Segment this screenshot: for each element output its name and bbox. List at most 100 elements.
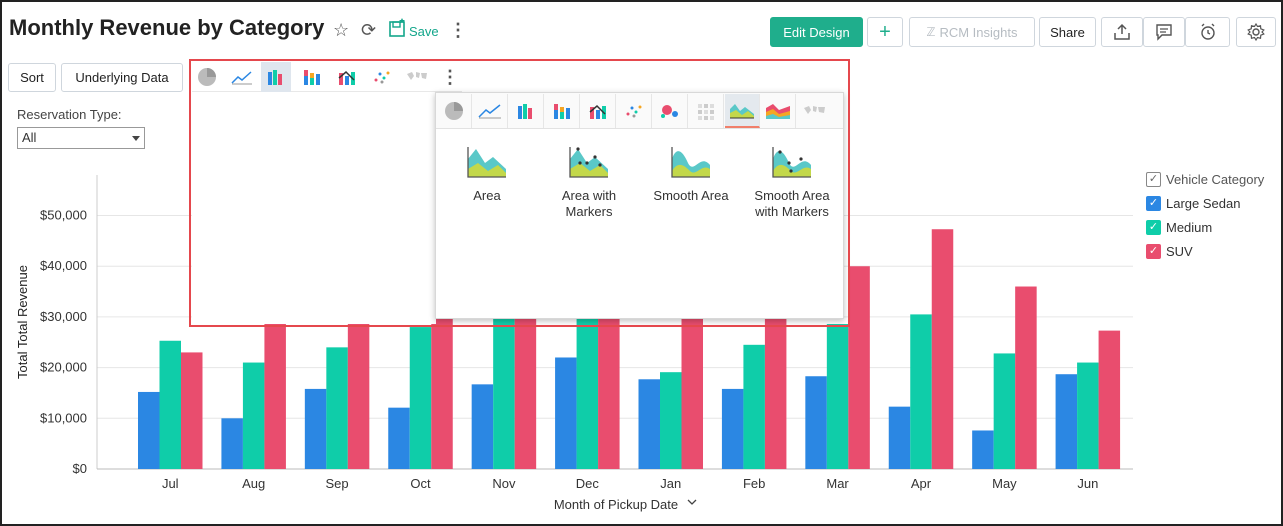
combination-chart-icon[interactable] [332, 62, 362, 92]
map-chart-icon[interactable] [797, 94, 832, 128]
pivot-chart-icon[interactable] [689, 94, 724, 128]
x-tick-label: Oct [410, 476, 431, 491]
x-tick-label: Jun [1077, 476, 1098, 491]
bar-suv [431, 286, 453, 469]
more-vertical-icon[interactable]: ⋮ [449, 20, 467, 40]
bar-suv [347, 316, 370, 469]
stacked-area-chart-icon[interactable] [761, 94, 796, 128]
bar-chart-icon[interactable] [261, 62, 291, 92]
bar-medium [242, 362, 265, 469]
share-button[interactable]: Share [1039, 17, 1096, 47]
star-icon[interactable]: ☆ [333, 20, 350, 40]
save-icon[interactable] [389, 18, 407, 43]
smooth-area-chart-icon [671, 147, 710, 178]
y-tick-label: $0 [73, 461, 87, 476]
dropdown-arrow-icon [132, 136, 140, 141]
bar-suv [1015, 286, 1037, 469]
bar-suv [931, 229, 954, 469]
alarm-button[interactable] [1185, 17, 1230, 47]
variant-smooth-area[interactable]: Smooth Area [641, 145, 741, 204]
x-tick-label: May [992, 476, 1017, 491]
settings-button[interactable] [1236, 17, 1276, 47]
rcm-insights-label: RCM Insights [939, 24, 1018, 40]
y-axis-title: Total Total Revenue [15, 265, 30, 379]
bar-suv [514, 299, 537, 469]
map-chart-icon[interactable] [402, 62, 432, 92]
bar-large-sedan [138, 391, 160, 469]
reservation-type-select[interactable]: All [17, 127, 145, 149]
legend-title[interactable]: ✓ Vehicle Category [1146, 172, 1264, 187]
bubble-chart-icon[interactable] [653, 94, 688, 128]
x-tick-label: Dec [576, 476, 600, 491]
rcm-insights-button[interactable]: ℤ RCM Insights [909, 17, 1035, 47]
bar-medium [743, 344, 765, 469]
area-markers-chart-icon [569, 147, 608, 178]
legend-item-medium[interactable]: ✓ Medium [1146, 220, 1212, 235]
combination-chart-icon[interactable] [581, 94, 616, 128]
add-button[interactable]: + [867, 17, 903, 47]
x-tick-label: Feb [743, 476, 765, 491]
checkbox-icon: ✓ [1146, 172, 1161, 187]
checkbox-checked-icon: ✓ [1146, 244, 1161, 259]
x-tick-label: Mar [826, 476, 849, 491]
line-chart-icon[interactable] [227, 62, 257, 92]
bar-medium [159, 340, 181, 469]
x-tick-label: Jul [162, 476, 179, 491]
y-tick-label: $20,000 [40, 360, 87, 375]
bar-large-sedan [805, 376, 827, 469]
y-tick-label: $30,000 [40, 309, 87, 324]
bar-large-sedan [388, 407, 410, 469]
comment-icon [1156, 24, 1172, 41]
bar-medium [493, 311, 515, 469]
bar-medium [993, 353, 1016, 469]
bar-suv [764, 311, 787, 469]
underlying-data-button[interactable]: Underlying Data [61, 63, 183, 92]
variant-area[interactable]: Area [437, 145, 537, 204]
save-button[interactable]: Save [409, 24, 439, 39]
variant-label: Smooth Area [653, 188, 729, 203]
legend-item-large-sedan[interactable]: ✓ Large Sedan [1146, 196, 1240, 211]
x-tick-label: Jan [660, 476, 681, 491]
checkbox-checked-icon: ✓ [1146, 220, 1161, 235]
pie-chart-icon[interactable] [437, 94, 472, 128]
bar-large-sedan [888, 406, 911, 469]
comment-button[interactable] [1143, 17, 1185, 47]
bar-large-sedan [555, 357, 577, 469]
x-tick-label: Aug [242, 476, 265, 491]
variant-area-with-markers[interactable]: Area with Markers [539, 145, 639, 220]
pie-chart-icon[interactable] [192, 62, 222, 92]
gear-icon [1247, 22, 1265, 42]
checkbox-checked-icon: ✓ [1146, 196, 1161, 211]
scatter-chart-icon[interactable] [617, 94, 652, 128]
x-tick-label: Apr [911, 476, 932, 491]
bar-medium [576, 314, 599, 469]
export-button[interactable] [1101, 17, 1143, 47]
legend-item-suv[interactable]: ✓ SUV [1146, 244, 1193, 259]
y-tick-label: $50,000 [40, 208, 87, 223]
reservation-type-label: Reservation Type: [17, 107, 122, 122]
chart-type-panel [192, 62, 436, 324]
bar-large-sedan [304, 388, 327, 469]
bar-large-sedan [1055, 374, 1078, 469]
line-chart-icon[interactable] [473, 94, 508, 128]
chevron-down-icon [687, 499, 697, 505]
sort-button[interactable]: Sort [8, 63, 56, 92]
stacked-bar-chart-icon[interactable] [545, 94, 580, 128]
x-tick-label: Sep [326, 476, 349, 491]
reservation-type-value: All [22, 130, 37, 145]
smooth-area-markers-chart-icon [772, 147, 811, 178]
edit-design-button[interactable]: Edit Design [770, 17, 863, 47]
scatter-chart-icon[interactable] [367, 62, 397, 92]
bar-large-sedan [638, 379, 660, 469]
variant-smooth-area-with-markers[interactable]: Smooth Area with Markers [742, 145, 842, 220]
bar-medium [326, 347, 348, 469]
bar-chart-icon[interactable] [509, 94, 544, 128]
bar-medium [1077, 362, 1099, 469]
bar-suv [848, 266, 870, 469]
refresh-icon[interactable]: ⟳ [361, 20, 377, 40]
area-chart-icon[interactable] [725, 94, 760, 128]
stacked-bar-chart-icon[interactable] [297, 62, 327, 92]
more-options-icon[interactable]: ⋮ [441, 66, 459, 87]
bar-suv [681, 309, 703, 469]
